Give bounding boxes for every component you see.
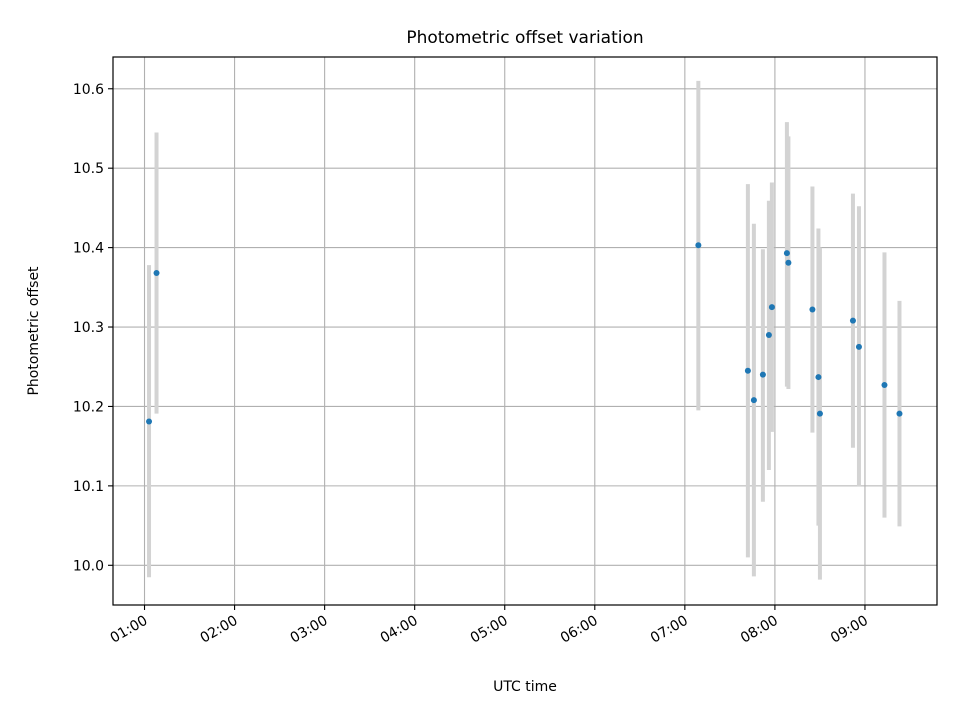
y-tick-label: 10.3 — [73, 320, 104, 336]
y-tick-label: 10.1 — [73, 479, 104, 495]
y-tick-label: 10.4 — [73, 241, 104, 257]
data-point — [153, 270, 160, 277]
data-point — [759, 371, 766, 378]
data-point — [849, 317, 856, 324]
data-point — [765, 331, 772, 338]
y-tick-label: 10.2 — [73, 399, 104, 415]
y-tick-label: 10.5 — [73, 161, 104, 177]
data-point — [785, 259, 792, 266]
plot-frame — [112, 56, 938, 606]
y-axis-label: Photometric offset — [26, 266, 42, 396]
x-axis-label: UTC time — [493, 679, 557, 695]
data-point — [809, 306, 816, 313]
data-point — [783, 250, 790, 257]
grid-layer — [113, 57, 937, 605]
data-point — [695, 242, 702, 249]
data-point — [750, 397, 757, 404]
y-tick-label: 10.6 — [73, 82, 104, 98]
data-point — [881, 382, 888, 389]
data-point — [816, 410, 823, 417]
data-point — [855, 343, 862, 350]
y-tick-label: 10.0 — [73, 558, 104, 574]
data-point — [815, 374, 822, 381]
plot-background — [113, 57, 937, 605]
data-point — [896, 410, 903, 417]
data-point — [744, 367, 751, 374]
chart-title: Photometric offset variation — [406, 28, 643, 48]
marker-layer — [146, 242, 903, 425]
data-point — [768, 304, 775, 311]
data-point — [146, 418, 153, 425]
